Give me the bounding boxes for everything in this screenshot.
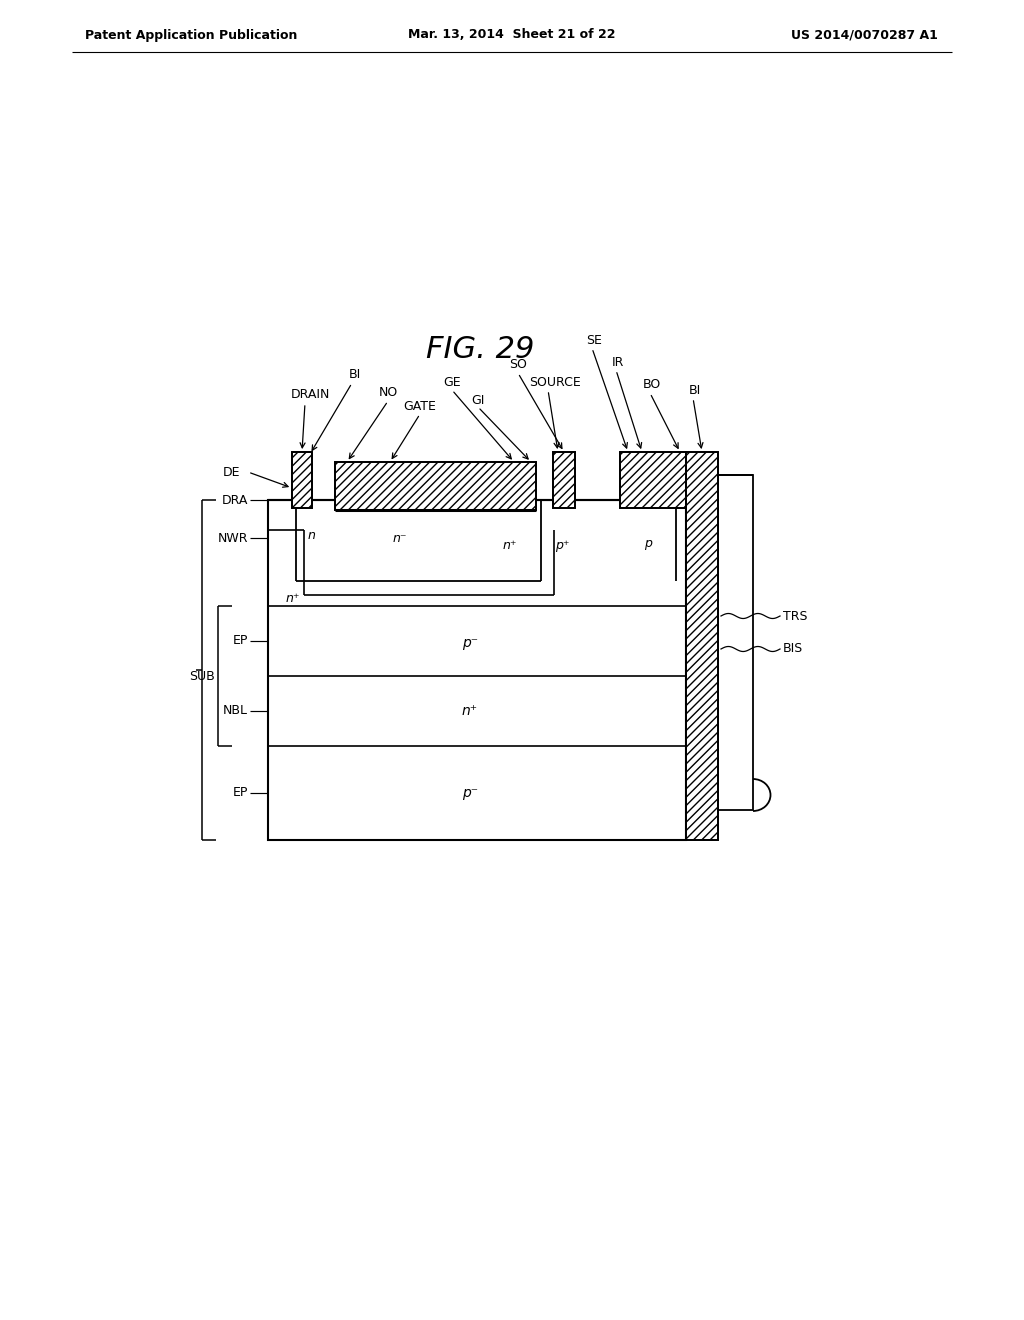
Text: BI: BI xyxy=(689,384,701,396)
Text: IR: IR xyxy=(611,355,625,368)
Bar xyxy=(292,451,312,508)
Text: p⁻: p⁻ xyxy=(462,636,478,649)
Bar xyxy=(292,451,312,508)
Text: US 2014/0070287 A1: US 2014/0070287 A1 xyxy=(792,29,938,41)
Bar xyxy=(718,475,753,810)
Text: BIS: BIS xyxy=(783,643,803,656)
Text: DRAIN: DRAIN xyxy=(291,388,330,401)
Text: BI: BI xyxy=(349,368,361,381)
Text: p⁻: p⁻ xyxy=(462,785,478,800)
Text: SE: SE xyxy=(586,334,602,346)
Text: EP: EP xyxy=(232,635,248,648)
Text: p: p xyxy=(644,536,652,549)
Text: Mar. 13, 2014  Sheet 21 of 22: Mar. 13, 2014 Sheet 21 of 22 xyxy=(409,29,615,41)
Bar xyxy=(335,462,536,510)
Text: SUB: SUB xyxy=(189,669,215,682)
Text: DE: DE xyxy=(222,466,240,479)
Text: p⁺: p⁺ xyxy=(555,539,569,552)
Bar xyxy=(620,451,686,508)
Text: SOURCE: SOURCE xyxy=(529,375,581,388)
Text: NBL: NBL xyxy=(223,705,248,718)
Text: n⁺: n⁺ xyxy=(286,593,300,606)
Text: TRS: TRS xyxy=(783,610,808,623)
Text: n⁻: n⁻ xyxy=(393,532,408,545)
Bar xyxy=(686,451,718,840)
Bar xyxy=(553,451,575,508)
Text: NO: NO xyxy=(379,387,397,400)
Text: DRA: DRA xyxy=(221,494,248,507)
Text: NWR: NWR xyxy=(217,532,248,544)
Text: GE: GE xyxy=(443,375,461,388)
Bar xyxy=(620,451,686,508)
Text: GATE: GATE xyxy=(403,400,436,413)
Text: n⁺: n⁺ xyxy=(462,704,478,718)
Text: n⁺: n⁺ xyxy=(503,539,517,552)
Bar xyxy=(268,500,686,840)
Text: n: n xyxy=(308,529,315,543)
Text: SO: SO xyxy=(509,359,527,371)
Text: FIG. 29: FIG. 29 xyxy=(426,335,535,364)
Text: GI: GI xyxy=(471,393,484,407)
Text: BO: BO xyxy=(643,379,662,392)
Bar xyxy=(335,462,536,510)
Text: Patent Application Publication: Patent Application Publication xyxy=(85,29,297,41)
Bar xyxy=(553,451,575,508)
Text: EP: EP xyxy=(232,787,248,800)
Bar xyxy=(686,451,718,840)
